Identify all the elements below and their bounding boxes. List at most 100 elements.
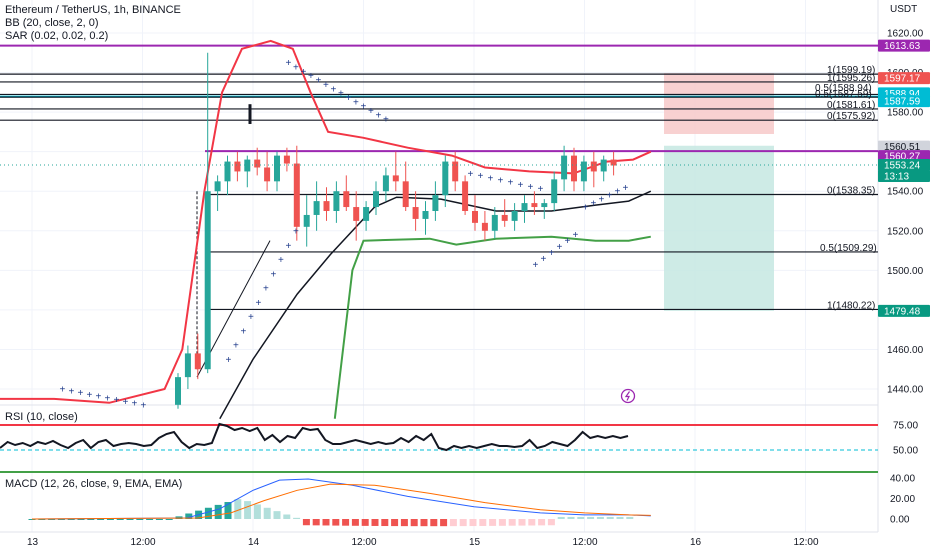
sar-dot: + — [286, 58, 292, 69]
candle-body — [204, 191, 211, 370]
candle-body — [373, 191, 379, 208]
price-tag-text: 1560.27 — [884, 152, 921, 163]
candle-body — [303, 214, 310, 227]
fib-label: 1(1599.19) — [827, 65, 875, 76]
sar-dot: + — [233, 341, 239, 352]
sar-dot: + — [96, 392, 102, 403]
candle-body — [481, 222, 488, 231]
time-label: 16 — [690, 537, 702, 548]
bb-basis — [219, 190, 652, 420]
sar-dot: + — [278, 255, 284, 266]
macd-histogram-bar — [253, 504, 261, 519]
price-tag-bg — [878, 39, 930, 52]
sar-dot: + — [583, 203, 589, 214]
sar-dot: + — [573, 230, 579, 241]
price-tag-bg — [878, 170, 930, 183]
macd-histogram-bar — [214, 504, 222, 519]
candle-body — [600, 159, 607, 172]
symbol-title[interactable]: Ethereum / TetherUS, 1h, BINANCE — [5, 4, 181, 16]
alert-icon[interactable] — [620, 388, 636, 404]
sar-legend[interactable]: SAR (0.02, 0.02, 0.2) — [5, 30, 109, 42]
candle-body — [234, 161, 241, 172]
sar-dot: + — [376, 110, 382, 121]
sar-dot: + — [538, 184, 544, 195]
bb-legend[interactable]: BB (20, close, 2, 0) — [5, 17, 99, 29]
rsi-legend[interactable]: RSI (10, close) — [5, 411, 78, 423]
horizontal-levels[interactable] — [0, 44, 878, 311]
sar-dot: + — [383, 115, 389, 126]
price-tick: 1500.00 — [887, 266, 924, 277]
macd-histogram-bar — [87, 519, 95, 520]
sar-dot: + — [549, 248, 555, 259]
candle-body — [462, 181, 469, 211]
fib-label: 0.5(1509.29) — [820, 243, 877, 254]
sar-dot: + — [301, 67, 307, 78]
fib-label: 1(1480.22) — [827, 300, 875, 311]
macd-histogram-bar — [547, 519, 555, 526]
sar-dot: + — [263, 284, 269, 295]
macd-histogram-bar — [185, 513, 193, 519]
sar-dot: + — [226, 355, 232, 366]
candle-body — [571, 155, 577, 182]
macd-histogram-bar — [28, 519, 36, 520]
fib-label: 0.5(1587.59) — [815, 89, 872, 100]
price-tag-text: 1479.48 — [884, 306, 921, 317]
fib-label: 0(1581.61) — [827, 100, 875, 111]
sar-dot: + — [368, 106, 374, 117]
sar-dot: + — [508, 178, 514, 189]
macd-histogram-bar — [587, 516, 595, 519]
price-tag-bg — [878, 304, 930, 317]
macd-histogram-bar — [106, 519, 114, 520]
price-tick: 1460.00 — [887, 345, 924, 356]
sar-dot: + — [271, 269, 277, 280]
rsi-pane — [0, 422, 878, 473]
time-axis[interactable]: 13 12:00 14 12:00 15 12:00 16 12:00 — [27, 537, 819, 548]
macd-histogram-bar — [528, 519, 536, 526]
macd-histogram-bar — [361, 519, 369, 526]
macd-histogram-bar — [116, 519, 124, 520]
macd-histogram-bar — [312, 519, 320, 526]
bollinger-bands — [0, 39, 652, 420]
sar-dot: + — [599, 195, 605, 206]
sar-dot: + — [468, 169, 474, 180]
macd-histogram-bar — [38, 519, 46, 520]
macd-histogram-bar — [293, 517, 301, 519]
macd-histogram-bar — [498, 519, 506, 526]
candle-body — [382, 175, 389, 192]
macd-histogram-bar — [273, 511, 281, 519]
macd-histogram-bar — [97, 519, 105, 520]
sar-dot: + — [338, 89, 344, 100]
macd-histogram-bar — [410, 519, 418, 527]
time-label: 12:00 — [352, 537, 377, 548]
time-label: 12:00 — [794, 537, 819, 548]
macd-histogram-bar — [234, 499, 242, 519]
price-tag-text: 13:13 — [884, 172, 909, 183]
macd-legend[interactable]: MACD (12, 26, close, 9, EMA, EMA) — [5, 478, 183, 490]
macd-histogram-bar — [263, 507, 271, 519]
sar-dot: + — [607, 191, 613, 202]
short-position-tool[interactable] — [664, 73, 774, 311]
sar-dot: + — [533, 260, 539, 271]
sar-dot: + — [293, 227, 299, 238]
sar-dot: + — [331, 84, 337, 95]
fib-label: 0(1538.35) — [827, 185, 875, 196]
sar-dot: + — [141, 401, 147, 412]
macd-histogram-bar — [146, 519, 154, 520]
macd-histogram-bar — [508, 519, 516, 526]
stop-zone — [664, 73, 774, 134]
time-label: 13 — [27, 537, 39, 548]
candle-body — [511, 211, 518, 221]
macd-histogram-bar — [342, 519, 350, 526]
macd-histogram-bar — [538, 519, 546, 526]
macd-histogram-bar — [244, 501, 252, 519]
candle-body — [214, 181, 221, 192]
fib-label: 0(1575.92) — [827, 111, 875, 122]
price-tick: 1520.00 — [887, 226, 924, 237]
sar-dot: + — [498, 175, 504, 186]
price-tag-bg — [878, 72, 930, 85]
macd-tick: 0.00 — [890, 515, 910, 526]
time-label: 14 — [248, 537, 260, 548]
rsi-tick: 50.00 — [893, 446, 918, 457]
